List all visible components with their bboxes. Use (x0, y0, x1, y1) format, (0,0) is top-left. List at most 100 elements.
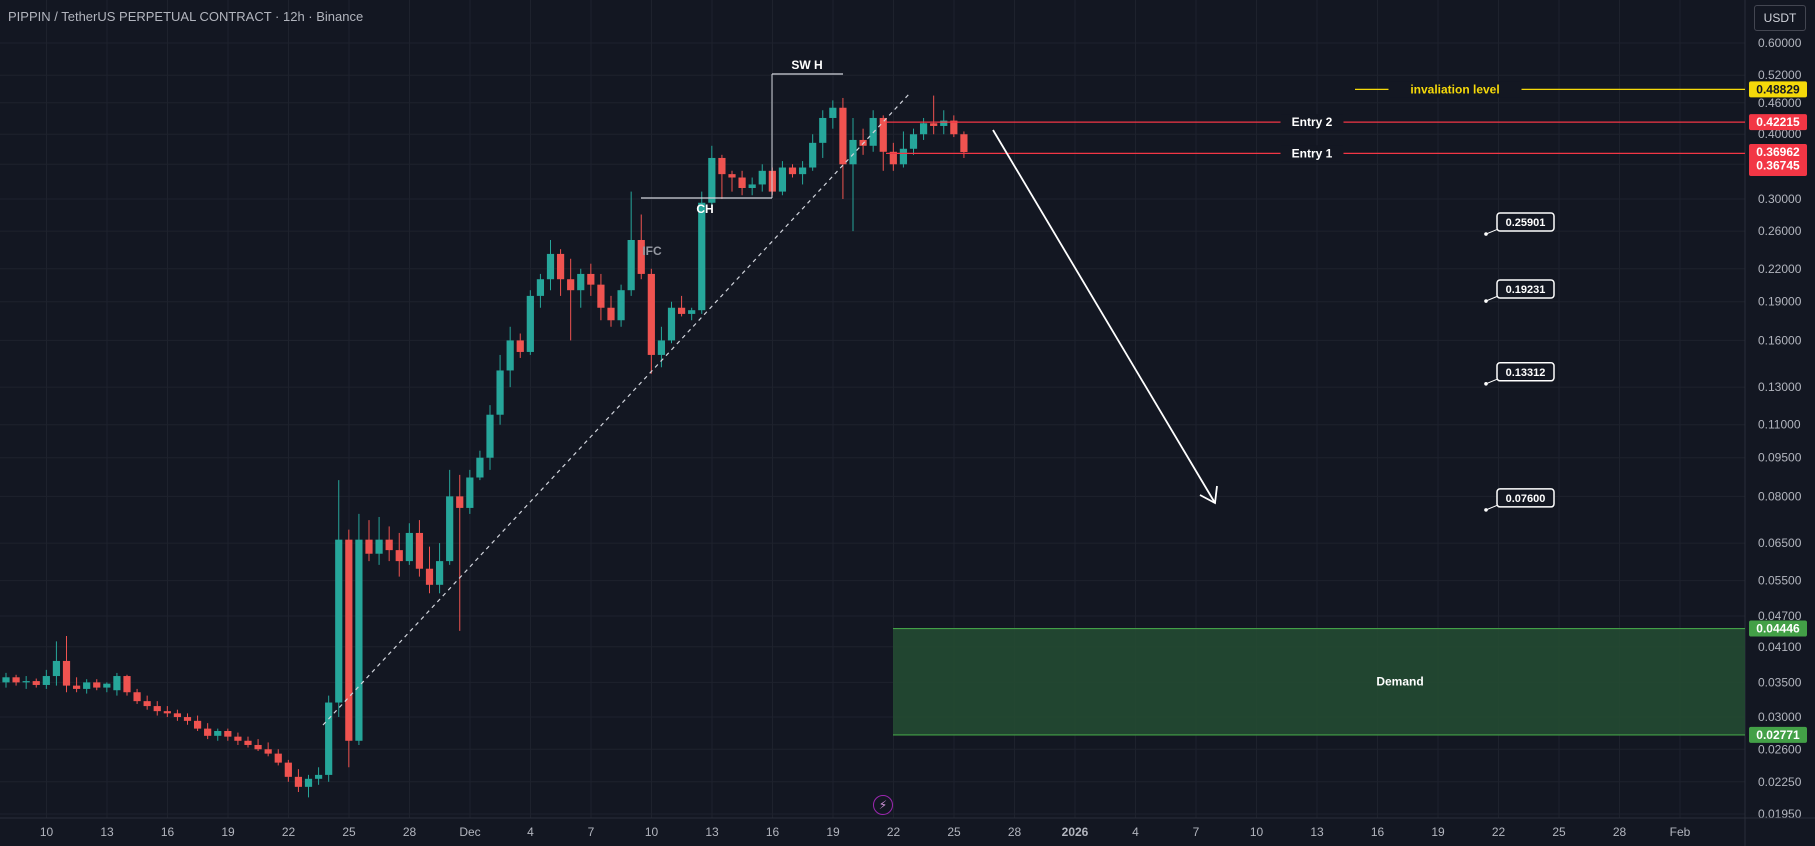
candle-body (264, 749, 272, 754)
candle-body (163, 711, 171, 714)
candle-body (325, 702, 333, 775)
candle-body (738, 177, 746, 188)
candle-body (52, 660, 61, 677)
annotation-sw-h: SW H (791, 58, 822, 72)
candle-body (274, 753, 282, 763)
x-tick-label: 19 (826, 825, 840, 839)
annotation-ifc: IFC (642, 244, 662, 258)
candle-body (32, 681, 40, 685)
y-tick-label: 0.16000 (1758, 333, 1802, 347)
level-label: Entry 1 (1292, 146, 1333, 160)
candle-body (567, 279, 575, 291)
candle-body (496, 370, 504, 415)
target-callout[interactable] (1496, 212, 1555, 232)
y-tick-label: 0.52000 (1758, 68, 1802, 82)
candle-body (778, 167, 787, 192)
candle-body (597, 284, 605, 308)
candle-body (930, 123, 938, 126)
y-tick-label: 0.26000 (1758, 224, 1802, 238)
candle-body (62, 660, 71, 686)
candle-body (657, 340, 666, 355)
y-tick-label: 0.40000 (1758, 127, 1802, 141)
y-tick-label: 0.22000 (1758, 262, 1802, 276)
candle-body (829, 107, 837, 118)
y-tick-label: 0.13000 (1758, 380, 1802, 394)
candle-body (698, 202, 706, 311)
candle-body (758, 170, 766, 185)
entry-1-price-tag-text: 0.36745 (1756, 158, 1800, 172)
candle-body (506, 340, 514, 371)
x-tick-label: 28 (403, 825, 417, 839)
candle-body (385, 539, 393, 551)
y-tick-label: 0.06500 (1758, 536, 1802, 550)
x-tick-label: 22 (1492, 825, 1506, 839)
level-label: Entry 2 (1292, 115, 1333, 129)
candle-body (919, 123, 928, 135)
candle-body (718, 157, 726, 175)
target-callout[interactable] (1496, 362, 1555, 382)
candle-body (183, 717, 192, 721)
candle-body (587, 273, 595, 285)
currency-button[interactable]: USDT (1754, 5, 1806, 31)
y-tick-label: 0.03000 (1758, 710, 1802, 724)
level-label-bg (1388, 81, 1522, 98)
candle-body (93, 682, 101, 688)
x-tick-label: 28 (1008, 825, 1022, 839)
x-tick-label: 19 (221, 825, 235, 839)
projection-arrow (992, 129, 1216, 504)
candle-body (516, 340, 524, 352)
y-tick-label: 0.46000 (1758, 96, 1802, 110)
invalidation-price-tag-text: 0.48829 (1756, 82, 1800, 96)
candle-body (435, 561, 444, 585)
candle-body (193, 720, 202, 729)
candle-body (748, 184, 756, 188)
demand-zone[interactable] (893, 628, 1745, 735)
x-tick-label: 10 (645, 825, 659, 839)
candle-body (788, 167, 797, 175)
target-callout-text: 0.07600 (1506, 493, 1546, 505)
x-tick-label: Feb (1670, 825, 1691, 839)
target-callout-text: 0.25901 (1506, 217, 1546, 229)
y-tick-label: 0.04700 (1758, 609, 1802, 623)
candle-body (536, 279, 545, 296)
level-label: invaliation level (1410, 82, 1499, 96)
candle-body (819, 117, 827, 143)
candle-body (889, 151, 897, 165)
candle-body (22, 681, 30, 683)
candle-body (224, 730, 232, 737)
candle-body (950, 120, 958, 135)
y-tick-label: 0.03500 (1758, 675, 1802, 689)
lightning-bolt-icon[interactable]: ⚡ (873, 795, 893, 815)
x-tick-label: 28 (1613, 825, 1627, 839)
candle-body (627, 239, 635, 291)
x-tick-label: 25 (947, 825, 961, 839)
candle-body (728, 174, 736, 178)
candle-body (365, 539, 373, 554)
target-callout-text: 0.13312 (1506, 367, 1546, 379)
annotation-ch: CH (696, 202, 713, 216)
entry-1-price-tag (1749, 157, 1807, 174)
candle-body (395, 550, 403, 562)
target-dot (1484, 508, 1488, 512)
target-callout[interactable] (1496, 488, 1555, 508)
entry-2-price-tag-text: 0.42215 (1756, 115, 1800, 129)
demand-bottom-price-tag-text: 0.02771 (1756, 728, 1800, 742)
y-tick-label: 0.02250 (1758, 775, 1802, 789)
candle-body (637, 239, 645, 274)
x-tick-label: 25 (342, 825, 356, 839)
candle-body (143, 701, 151, 707)
candle-body (284, 762, 292, 777)
candle-body (617, 290, 625, 321)
x-tick-label: 16 (766, 825, 780, 839)
candle-body (254, 744, 262, 750)
x-tick-label: 13 (1310, 825, 1324, 839)
candle-body (526, 295, 534, 352)
candle-body (849, 139, 857, 165)
y-tick-label: 0.30000 (1758, 192, 1802, 206)
candle-body (314, 774, 323, 779)
x-tick-label: 13 (705, 825, 719, 839)
target-callout[interactable] (1496, 279, 1555, 299)
candle-body (2, 677, 10, 683)
x-tick-label: Dec (459, 825, 480, 839)
